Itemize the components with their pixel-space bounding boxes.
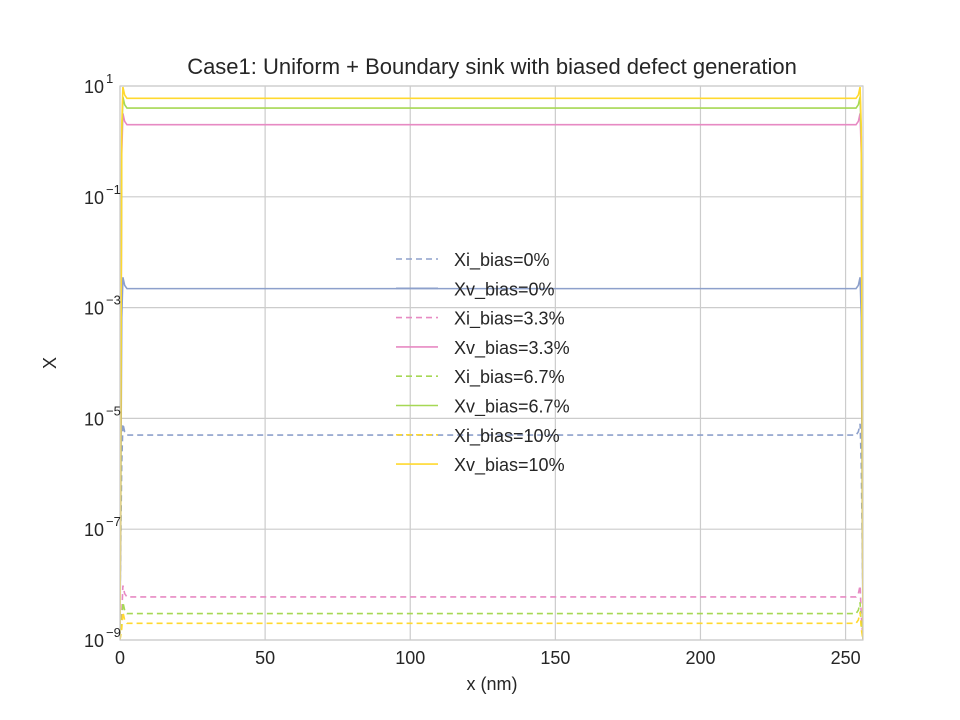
y-tick-exponent: −5 [106,403,121,418]
y-tick-label: 10 [84,188,104,208]
y-tick-label: 10 [84,409,104,429]
series-line [120,585,863,640]
y-tick-exponent: −3 [106,293,121,308]
x-tick-label: 250 [831,648,861,668]
y-tick-exponent: −7 [106,514,121,529]
x-tick-labels: 0 50 100 150 200 250 [115,648,861,668]
legend-label: Xv_bias=0% [454,279,555,300]
grid-lines [119,85,863,641]
x-tick-label: 100 [395,648,425,668]
y-tick-label: 10 [84,299,104,319]
legend-label: Xi_bias=6.7% [454,367,565,388]
y-axis-label: X [40,357,60,369]
x-tick-label: 50 [255,648,275,668]
x-axis-label: x (nm) [467,674,518,694]
series-line [120,611,863,640]
legend-label: Xv_bias=6.7% [454,397,570,418]
chart-title: Case1: Uniform + Boundary sink with bias… [187,54,797,79]
series-line [120,277,863,640]
y-tick-exponent: −1 [106,182,121,197]
x-tick-label: 200 [685,648,715,668]
y-tick-exponent: −9 [106,625,121,640]
legend-label: Xi_bias=3.3% [454,309,565,330]
series-line [120,86,863,640]
y-tick-label: 10 [84,631,104,651]
x-tick-label: 0 [115,648,125,668]
y-tick-exponent: 1 [106,71,113,86]
legend-label: Xv_bias=3.3% [454,338,570,359]
legend-label: Xi_bias=10% [454,426,560,447]
plot-frame [119,85,864,641]
legend-label: Xv_bias=10% [454,455,565,476]
series-lines [120,86,863,640]
x-tick-label: 150 [540,648,570,668]
series-line [120,423,863,602]
y-tick-label: 10 [84,520,104,540]
plot-area [120,86,863,640]
legend-label: Xi_bias=0% [454,250,550,271]
legend: Xi_bias=0% Xv_bias=0% Xi_bias=3.3% Xv_bias=… [396,250,570,476]
y-tick-label: 10 [84,77,104,97]
